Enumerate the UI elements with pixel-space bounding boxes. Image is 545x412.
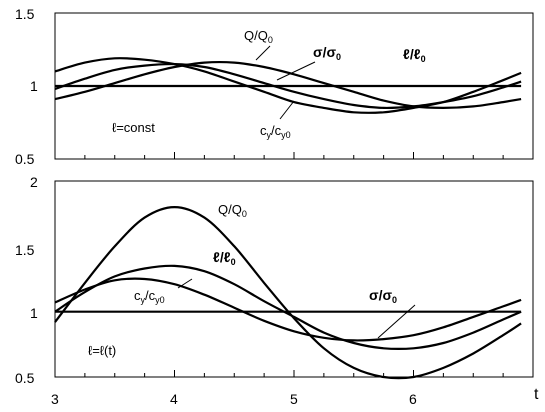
bottom-xtick-label: 6 (409, 391, 417, 407)
top-series-cy-over-cy0 (54, 60, 522, 110)
x-axis-label: t (534, 386, 539, 403)
bottom-ytick-label: 1.5 (15, 242, 35, 258)
bottom-label-q: Q/Q0 (218, 202, 247, 219)
top-ytick-label: 1 (30, 78, 38, 94)
top-label-q: Q/Q0 (244, 28, 273, 45)
bottom-tick-marks (54, 370, 504, 377)
top-leader-cy (279, 100, 295, 120)
bottom-xtick-label: 3 (51, 391, 59, 407)
top-ytick-label: 0.5 (15, 151, 35, 167)
top-label-sigma: σ/σ0 (313, 44, 341, 62)
bottom-label-sigma: σ/σ0 (369, 287, 397, 305)
top-label-l: ℓ/ℓ0 (403, 46, 426, 64)
bottom-ytick-label: 0.5 (15, 370, 35, 386)
bottom-series-cy-over-cy0 (54, 277, 522, 342)
top-series-group (54, 57, 522, 114)
bottom-series-group (54, 205, 522, 380)
bottom-ytick-label: 2 (30, 174, 38, 190)
bottom-label-l: ℓ/ℓ0 (213, 249, 236, 267)
top-condition: ℓ=const (112, 120, 155, 135)
top-leader-sigma (276, 61, 316, 81)
top-series-sigma-over-sigma0 (54, 62, 522, 110)
top-ytick-label: 1.5 (15, 6, 35, 22)
bottom-ytick-label: 1 (30, 305, 38, 321)
top-leader-q (255, 45, 271, 61)
top-label-cy: cy/cy0 (260, 123, 291, 140)
top-tick-marks (54, 152, 504, 159)
top-panel: 1.5 1 0.5 Q/Q0 σ/σ0 ℓ/ℓ0 cy/cy0 ℓ=const (15, 6, 534, 167)
bottom-series-l-over-l0 (54, 264, 522, 350)
bottom-xtick-label: 5 (290, 391, 298, 407)
bottom-xtick-label: 4 (170, 391, 178, 407)
bottom-condition: ℓ=ℓ(t) (88, 343, 116, 358)
bottom-series-q-over-q0 (54, 205, 522, 380)
bottom-label-cy: cy/cy0 (134, 288, 165, 305)
bottom-panel: 2 1.5 1 0.5 3 4 5 6 t Q/Q0 ℓ/ℓ0 cy/cy0 σ… (15, 174, 539, 407)
bottom-leader-sigma (377, 304, 416, 339)
bottom-leader-cy (177, 278, 193, 289)
